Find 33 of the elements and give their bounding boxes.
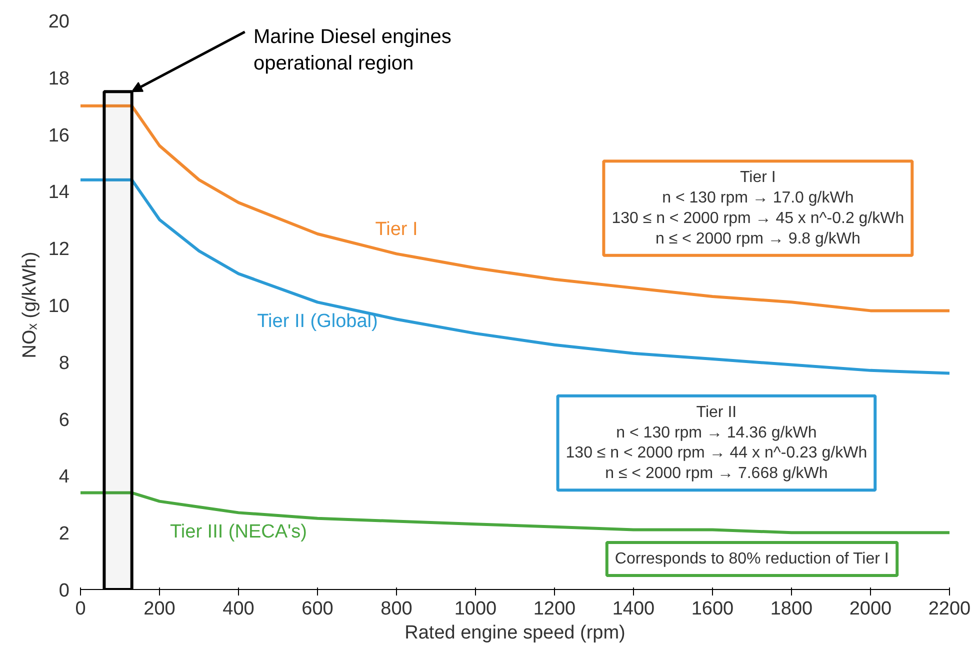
x-tick-label: 800 — [380, 598, 412, 620]
y-tick-label: 4 — [58, 466, 70, 488]
x-tick-label: 200 — [144, 598, 176, 620]
y-tick-label: 0 — [58, 580, 70, 602]
annotation: Corresponds to 80% reduction of Tier I — [614, 550, 889, 568]
y-tick-label: 16 — [48, 125, 70, 146]
y-tick-label: 18 — [48, 68, 70, 90]
series-label: Tier II (Global) — [257, 311, 378, 332]
x-tick-label: 2200 — [928, 598, 971, 620]
y-tick-label: 12 — [48, 239, 70, 260]
x-tick-label: 1000 — [454, 598, 497, 620]
band-label: Marine Diesel engines operational region — [254, 26, 452, 75]
y-tick-label: 10 — [48, 296, 70, 317]
annotation: Tier I n < 130 rpm → 17.0 g/kWh 130 ≤ n < 2000 rpm → 45 x n^-0.2 g/kWh n ≤ < 2000 rpm → 9.8 g/kWh — [612, 169, 904, 248]
x-tick-label: 2000 — [849, 598, 892, 620]
y-tick-label: 14 — [48, 182, 70, 204]
x-tick-label: 0 — [75, 598, 86, 620]
x-tick-label: 600 — [302, 598, 334, 620]
x-tick-label: 1600 — [691, 598, 734, 620]
x-tick-label: 400 — [222, 598, 254, 620]
series-label: Tier III (NECA's) — [170, 522, 307, 543]
y-tick-label: 6 — [58, 410, 70, 431]
line-series — [80, 104, 950, 312]
y-tick-label: 8 — [58, 352, 70, 374]
y-axis-title: NOₓ (g/kWh) — [19, 252, 40, 358]
x-tick-label: 1200 — [533, 598, 576, 620]
y-tick-label: 20 — [48, 12, 70, 32]
x-tick-label: 1400 — [612, 598, 655, 620]
y-tick-label: 2 — [58, 524, 70, 545]
x-tick-label: 1800 — [770, 598, 813, 620]
series-label: Tier I — [375, 218, 418, 240]
x-axis-title: Rated engine speed (rpm) — [404, 622, 626, 644]
annotation: Tier II n < 130 rpm → 14.36 g/kWh 130 ≤ n < 2000 rpm → 44 x n^-0.23 g/kWh n ≤ < 2000 rpm → 7.668 g/kWh — [566, 404, 868, 482]
